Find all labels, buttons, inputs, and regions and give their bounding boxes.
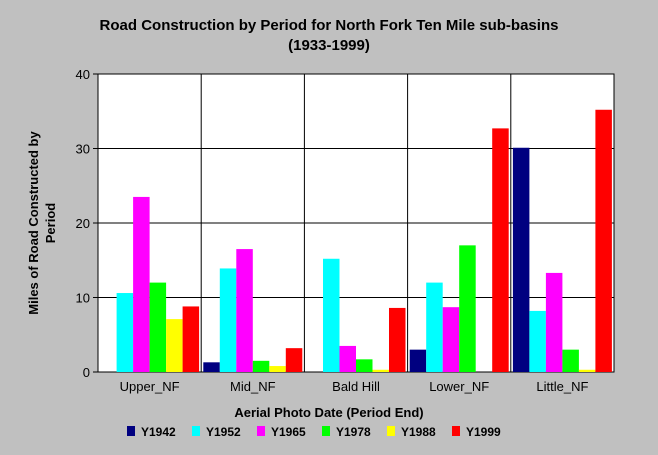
bar-upper_nf-y1952 bbox=[116, 293, 134, 372]
bar-little_nf-y1999 bbox=[595, 109, 612, 372]
bar-mid_nf-y1988 bbox=[269, 366, 286, 372]
bar-bald-hill-y1952 bbox=[323, 258, 340, 372]
legend-label-y1965: Y1965 bbox=[271, 425, 306, 439]
legend-swatch-y1988 bbox=[387, 426, 395, 436]
x-axis-label: Aerial Photo Date (Period End) bbox=[234, 405, 423, 420]
bar-upper_nf-y1978 bbox=[149, 282, 167, 372]
chart-subtitle: (1933-1999) bbox=[288, 37, 370, 54]
legend-label-y1952: Y1952 bbox=[206, 425, 241, 439]
legend-swatch-y1999 bbox=[452, 426, 460, 436]
x-axis-ticks: Upper_NF Mid_NF Bald Hill Lower_NF Little_NF bbox=[120, 379, 589, 394]
y-axis-label-line-1: Miles of Road Constructed by bbox=[26, 131, 41, 315]
bar-lower_nf-y1978 bbox=[459, 245, 476, 372]
x-tick-label-2: Bald Hill bbox=[332, 379, 380, 394]
bar-mid_nf-y1952 bbox=[219, 268, 237, 372]
bar-mid_nf-y1942 bbox=[203, 362, 220, 372]
bar-bald-hill-y1978 bbox=[356, 359, 373, 372]
bar-upper_nf-y1965 bbox=[133, 196, 150, 372]
y-tick-label-0: 0 bbox=[83, 365, 90, 380]
legend-label-y1988: Y1988 bbox=[401, 425, 436, 439]
x-tick-label-0: Upper_NF bbox=[120, 379, 180, 394]
bar-upper_nf-y1999 bbox=[182, 306, 200, 372]
bar-little_nf-y1965 bbox=[545, 272, 563, 372]
y-axis-label-line-2: Period bbox=[43, 203, 58, 244]
bar-bald-hill-y1999 bbox=[389, 307, 406, 372]
legend-label-y1999: Y1999 bbox=[466, 425, 501, 439]
bar-little_nf-y1952 bbox=[529, 310, 546, 372]
bar-little_nf-y1942 bbox=[512, 147, 530, 372]
y-axis-label: Miles of Road Constructed by Period bbox=[26, 131, 58, 315]
y-tick-label-4: 40 bbox=[76, 67, 90, 82]
y-tick-label-3: 30 bbox=[76, 142, 90, 157]
bar-mid_nf-y1978 bbox=[252, 360, 270, 372]
bar-mid_nf-y1999 bbox=[285, 348, 303, 372]
bar-mid_nf-y1965 bbox=[236, 249, 253, 372]
y-tick-label-2: 20 bbox=[76, 216, 90, 231]
legend-label-y1942: Y1942 bbox=[141, 425, 176, 439]
bar-lower_nf-y1999 bbox=[492, 128, 509, 372]
bar-lower_nf-y1965 bbox=[442, 307, 460, 372]
bar-lower_nf-y1952 bbox=[426, 282, 443, 372]
legend-swatch-y1942 bbox=[127, 426, 135, 436]
bar-bald-hill-y1988 bbox=[372, 369, 389, 372]
legend-swatch-y1978 bbox=[322, 426, 330, 436]
bar-upper_nf-y1988 bbox=[166, 319, 183, 372]
x-tick-label-1: Mid_NF bbox=[230, 379, 276, 394]
x-tick-label-4: Little_NF bbox=[536, 379, 588, 394]
bar-little_nf-y1988 bbox=[578, 369, 596, 372]
legend: Y1942 Y1952 Y1965 Y1978 Y1988 Y1999 bbox=[127, 425, 501, 439]
y-axis-ticks: 0 10 20 30 40 bbox=[76, 67, 98, 380]
bars bbox=[116, 109, 612, 372]
x-tick-label-3: Lower_NF bbox=[429, 379, 489, 394]
legend-swatch-y1952 bbox=[192, 426, 200, 436]
y-tick-label-1: 10 bbox=[76, 291, 90, 306]
bar-bald-hill-y1965 bbox=[339, 345, 356, 372]
bar-lower_nf-y1942 bbox=[409, 349, 427, 372]
legend-swatch-y1965 bbox=[257, 426, 265, 436]
legend-label-y1978: Y1978 bbox=[336, 425, 371, 439]
chart-title: Road Construction by Period for North Fo… bbox=[100, 17, 559, 34]
bar-little_nf-y1978 bbox=[562, 349, 579, 372]
